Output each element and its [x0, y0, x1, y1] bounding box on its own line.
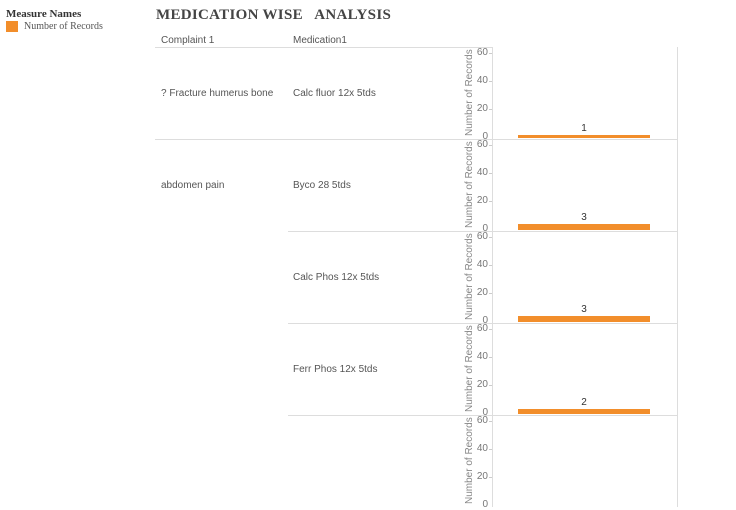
plot-area: [492, 415, 678, 507]
y-tick-label: 60: [476, 415, 488, 426]
legend-swatch: [6, 21, 18, 32]
y-axis-line: [492, 415, 493, 507]
legend-title: Measure Names: [6, 8, 82, 20]
chart-title: MEDICATION WISE ANALYSIS: [156, 7, 392, 23]
y-axis-line: [492, 139, 493, 231]
y-axis-line: [492, 231, 493, 323]
y-tick-mark: [489, 81, 492, 82]
y-tick-mark: [489, 357, 492, 358]
medication-cell[interactable]: Ferr Phos 12x 5tds: [293, 364, 378, 375]
y-tick-mark: [489, 201, 492, 202]
y-tick-mark: [489, 265, 492, 266]
y-tick-mark: [489, 145, 492, 146]
y-tick-mark: [489, 293, 492, 294]
y-tick-label: 60: [476, 231, 488, 242]
y-tick-label: 60: [476, 47, 488, 58]
bar-value-label: 3: [581, 303, 587, 315]
bar-value-label: 1: [581, 122, 587, 134]
row-divider: [288, 231, 677, 232]
y-tick-label: 0: [482, 407, 488, 418]
y-tick-label: 20: [476, 379, 488, 390]
complaint-cell[interactable]: ? Fracture humerus bone: [161, 88, 274, 99]
plot-area: [492, 47, 678, 139]
y-tick-label: 40: [476, 75, 488, 86]
y-axis-title: Number of Records: [464, 233, 475, 320]
row-divider: [288, 323, 677, 324]
y-tick-mark: [489, 449, 492, 450]
header-medication[interactable]: Medication1: [293, 35, 347, 46]
y-tick-label: 60: [476, 323, 488, 334]
legend-item-number-of-records[interactable]: Number of Records: [6, 21, 103, 32]
y-tick-label: 0: [482, 315, 488, 326]
y-tick-label: 40: [476, 167, 488, 178]
y-axis-title: Number of Records: [464, 417, 475, 504]
y-tick-label: 40: [476, 351, 488, 362]
row-divider: [155, 139, 677, 140]
bar-value-label: 3: [581, 211, 587, 223]
y-tick-label: 20: [476, 471, 488, 482]
y-tick-label: 0: [482, 499, 488, 510]
y-tick-mark: [489, 329, 492, 330]
bar-number-of-records[interactable]: [518, 315, 650, 322]
y-tick-label: 40: [476, 259, 488, 270]
y-tick-label: 0: [482, 223, 488, 234]
bar-number-of-records[interactable]: [518, 223, 650, 230]
plot-area: [492, 139, 678, 231]
y-tick-label: 20: [476, 287, 488, 298]
y-tick-mark: [489, 385, 492, 386]
y-tick-mark: [489, 109, 492, 110]
y-tick-label: 0: [482, 131, 488, 142]
y-axis-title: Number of Records: [464, 325, 475, 412]
y-tick-mark: [489, 237, 492, 238]
legend-label: Number of Records: [24, 21, 103, 32]
bar-number-of-records[interactable]: [518, 409, 650, 414]
y-tick-mark: [489, 421, 492, 422]
y-tick-label: 20: [476, 195, 488, 206]
plot-area: [492, 231, 678, 323]
y-axis-line: [492, 47, 493, 139]
y-axis-title: Number of Records: [464, 49, 475, 136]
y-tick-label: 20: [476, 103, 488, 114]
y-tick-label: 60: [476, 139, 488, 150]
y-axis-line: [492, 323, 493, 415]
y-tick-mark: [489, 173, 492, 174]
header-divider: [155, 47, 492, 48]
y-tick-mark: [489, 53, 492, 54]
bar-number-of-records[interactable]: [518, 134, 650, 138]
bar-value-label: 2: [581, 397, 587, 409]
y-axis-title: Number of Records: [464, 141, 475, 228]
plot-area: [492, 323, 678, 415]
row-divider: [288, 415, 677, 416]
header-complaint[interactable]: Complaint 1: [161, 35, 215, 46]
complaint-cell[interactable]: abdomen pain: [161, 180, 225, 191]
y-tick-mark: [489, 477, 492, 478]
legend: Measure Names Number of Records: [6, 8, 103, 32]
medication-cell[interactable]: Byco 28 5tds: [293, 180, 351, 191]
medication-cell[interactable]: Calc fluor 12x 5tds: [293, 88, 376, 99]
medication-cell[interactable]: Calc Phos 12x 5tds: [293, 272, 380, 283]
y-tick-label: 40: [476, 443, 488, 454]
